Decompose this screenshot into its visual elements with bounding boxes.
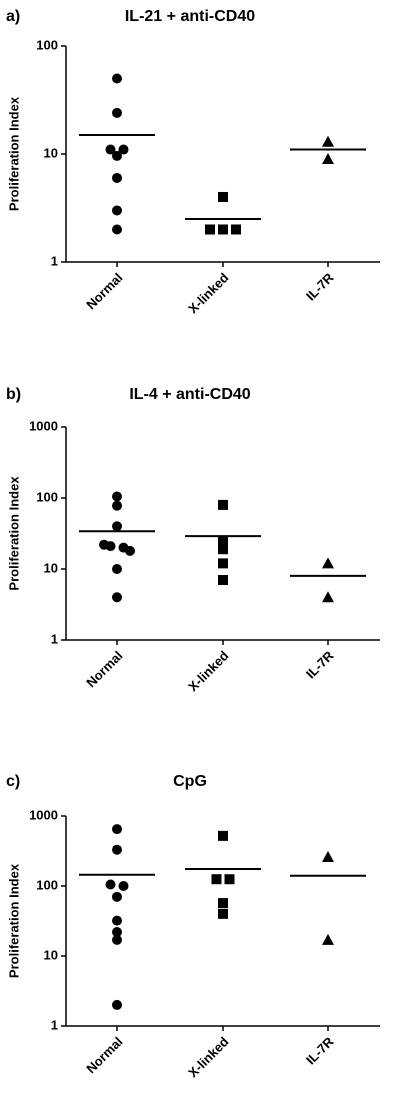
data-point: [218, 908, 228, 919]
data-point: [112, 564, 122, 574]
x-tick-label: X-linked: [185, 648, 231, 694]
y-tick-label: 10: [44, 145, 58, 160]
data-point: [112, 205, 122, 216]
x-tick-label: IL-7R: [303, 270, 337, 304]
data-point: [125, 545, 135, 556]
data-point: [322, 557, 334, 569]
y-tick-label: 1: [51, 631, 58, 646]
data-point: [112, 891, 122, 902]
panel-label: b): [6, 386, 21, 403]
y-tick-label: 1000: [29, 807, 58, 822]
data-point: [112, 521, 122, 532]
data-point: [218, 535, 228, 546]
data-point: [218, 224, 228, 235]
data-point: [118, 881, 129, 891]
y-tick-label: 10: [44, 560, 58, 575]
y-axis-label: Proliferation Index: [6, 863, 21, 978]
x-tick-label: Normal: [83, 270, 125, 312]
y-tick-label: 1: [51, 253, 58, 268]
y-tick-label: 10: [44, 947, 58, 962]
data-point: [112, 999, 122, 1010]
data-point: [112, 491, 122, 502]
data-point: [118, 144, 129, 155]
data-point: [205, 224, 215, 235]
data-point: [322, 152, 334, 164]
chart-title: IL-21 + anti-CD40: [125, 8, 255, 25]
data-point: [112, 844, 122, 855]
data-point: [112, 107, 122, 118]
data-point: [112, 927, 122, 938]
y-axis-label: Proliferation Index: [6, 96, 21, 211]
data-point: [112, 150, 122, 161]
data-point: [112, 73, 122, 84]
data-point: [322, 135, 334, 147]
data-point: [322, 933, 334, 945]
y-tick-label: 100: [36, 489, 58, 504]
y-tick-label: 1: [51, 1017, 58, 1032]
data-point: [105, 879, 116, 890]
chart-title: CpG: [173, 773, 207, 790]
data-point: [231, 224, 241, 235]
y-axis-label: Proliferation Index: [6, 476, 21, 591]
data-point: [218, 499, 228, 510]
data-point: [322, 591, 334, 603]
data-point: [112, 824, 122, 835]
data-point: [218, 191, 228, 202]
panel-label: a): [6, 8, 20, 25]
data-point: [112, 915, 122, 926]
data-point: [224, 874, 235, 885]
data-point: [112, 224, 122, 235]
data-point: [218, 898, 228, 909]
chart-title: IL-4 + anti-CD40: [129, 386, 250, 403]
data-point: [112, 934, 122, 945]
data-point: [218, 544, 228, 555]
x-tick-label: X-linked: [185, 270, 231, 316]
x-tick-label: Normal: [83, 1034, 125, 1076]
x-tick-label: Normal: [83, 648, 125, 690]
y-tick-label: 100: [36, 37, 58, 52]
data-point: [105, 144, 116, 155]
x-tick-label: IL-7R: [303, 648, 337, 682]
data-point: [105, 541, 116, 552]
data-point: [112, 172, 122, 183]
x-tick-label: IL-7R: [303, 1034, 337, 1068]
panel-label: c): [6, 773, 20, 790]
y-tick-label: 100: [36, 877, 58, 892]
data-point: [218, 558, 228, 569]
data-point: [112, 592, 122, 603]
data-point: [211, 874, 222, 885]
x-tick-label: X-linked: [185, 1034, 231, 1080]
data-point: [218, 574, 228, 585]
data-point: [112, 500, 122, 511]
y-tick-label: 1000: [29, 418, 58, 433]
data-point: [218, 830, 228, 841]
data-point: [322, 850, 334, 862]
